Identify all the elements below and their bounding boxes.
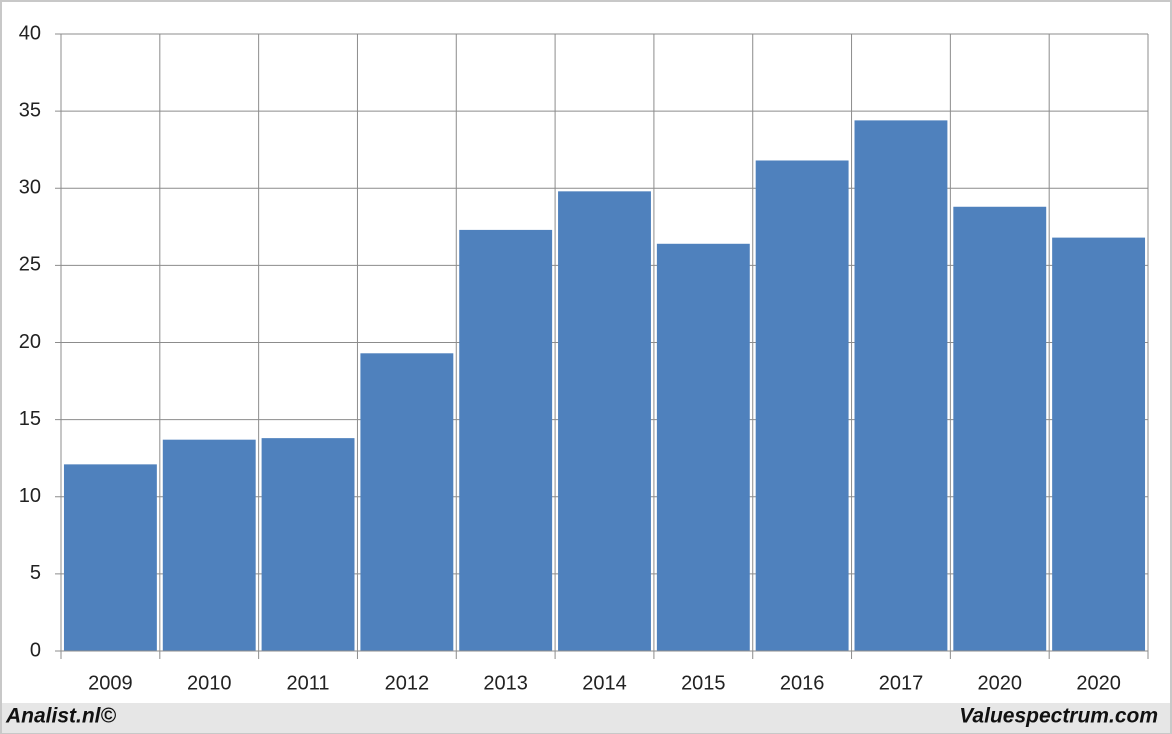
y-tick-label: 35 (19, 99, 41, 121)
x-tick-label: 2020 (978, 672, 1023, 694)
bar (953, 206, 1047, 651)
y-tick-label: 30 (19, 177, 41, 199)
x-tick-label: 2014 (582, 672, 627, 694)
bar (63, 464, 157, 651)
bar (1052, 237, 1146, 652)
bar (162, 439, 256, 651)
y-tick-label: 0 (30, 639, 41, 661)
x-tick-label: 2016 (780, 672, 825, 694)
x-tick-label: 2017 (879, 672, 924, 694)
footer-left: Analist.nl© (5, 705, 117, 728)
x-tick-label: 2011 (287, 672, 330, 694)
bar (558, 191, 651, 651)
bar (360, 353, 454, 651)
y-tick-label: 25 (19, 254, 41, 276)
x-tick-label: 2009 (88, 672, 133, 694)
y-tick-label: 20 (19, 331, 41, 353)
x-tick-label: 2020 (1076, 672, 1121, 694)
bar (854, 120, 948, 651)
x-tick-label: 2013 (483, 672, 528, 694)
y-tick-label: 5 (30, 562, 41, 584)
y-tick-label: 10 (19, 485, 41, 507)
footer-band (2, 703, 1170, 733)
footer-right: Valuespectrum.com (959, 705, 1158, 728)
x-tick-label: 2012 (385, 672, 430, 694)
bar (755, 160, 849, 652)
y-tick-label: 15 (19, 408, 41, 430)
bar (459, 229, 553, 651)
x-tick-label: 2015 (681, 672, 726, 694)
bar (261, 438, 355, 651)
bar (656, 243, 750, 651)
x-tick-label: 2010 (187, 672, 232, 694)
y-tick-label: 40 (19, 22, 41, 44)
